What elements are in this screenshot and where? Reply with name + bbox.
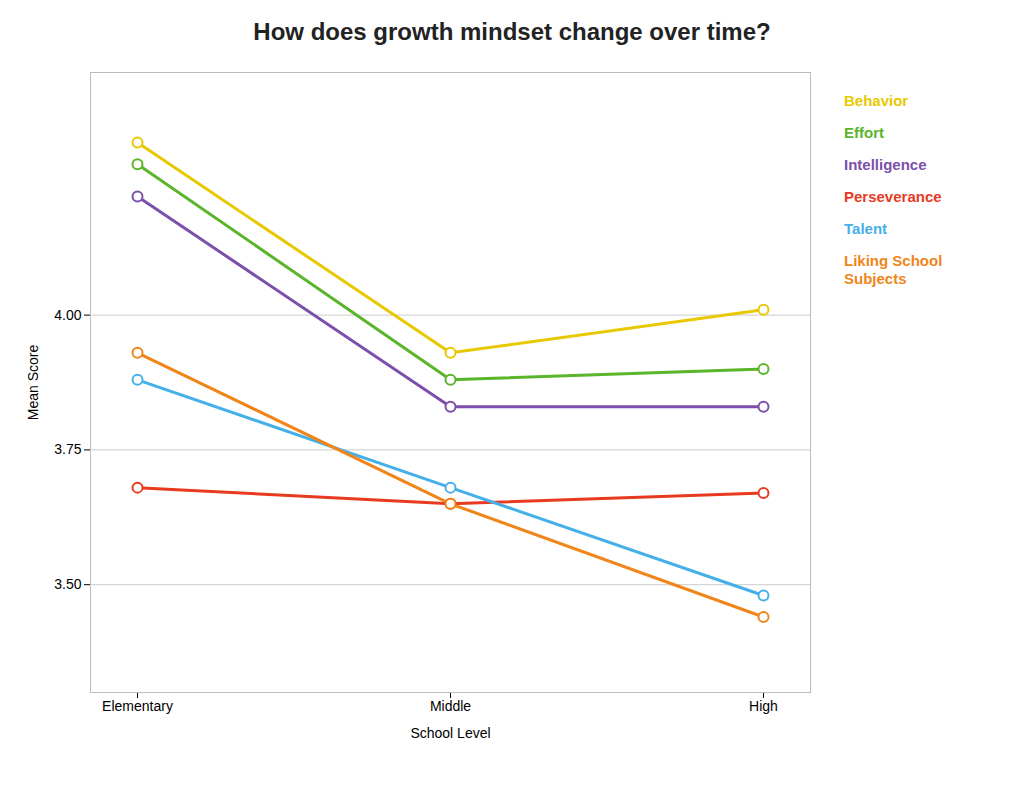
html-text:Intelligence: Intelligence (844, 156, 927, 173)
html-text:Effort: Effort (844, 124, 884, 141)
html-text:Liking School Subjects: Liking School Subjects (844, 252, 943, 287)
html-text:How does growth mindset change: How does growth mindset change over time… (253, 18, 771, 45)
svg-text:4.00: 4.00 (54, 307, 81, 323)
html-text:Perseverance: Perseverance (844, 188, 942, 205)
svg-text:Mean Score: Mean Score (25, 345, 41, 421)
svg-text:High: High (749, 698, 778, 714)
svg-text:3.75: 3.75 (54, 441, 81, 457)
html-text:Behavior: Behavior (844, 92, 909, 109)
svg-text:3.50: 3.50 (54, 576, 81, 592)
svg-text:School Level: School Level (410, 725, 490, 741)
svg-text:Elementary: Elementary (102, 698, 173, 714)
svg-text:Middle: Middle (430, 698, 471, 714)
html-text:Talent: Talent (844, 220, 888, 237)
